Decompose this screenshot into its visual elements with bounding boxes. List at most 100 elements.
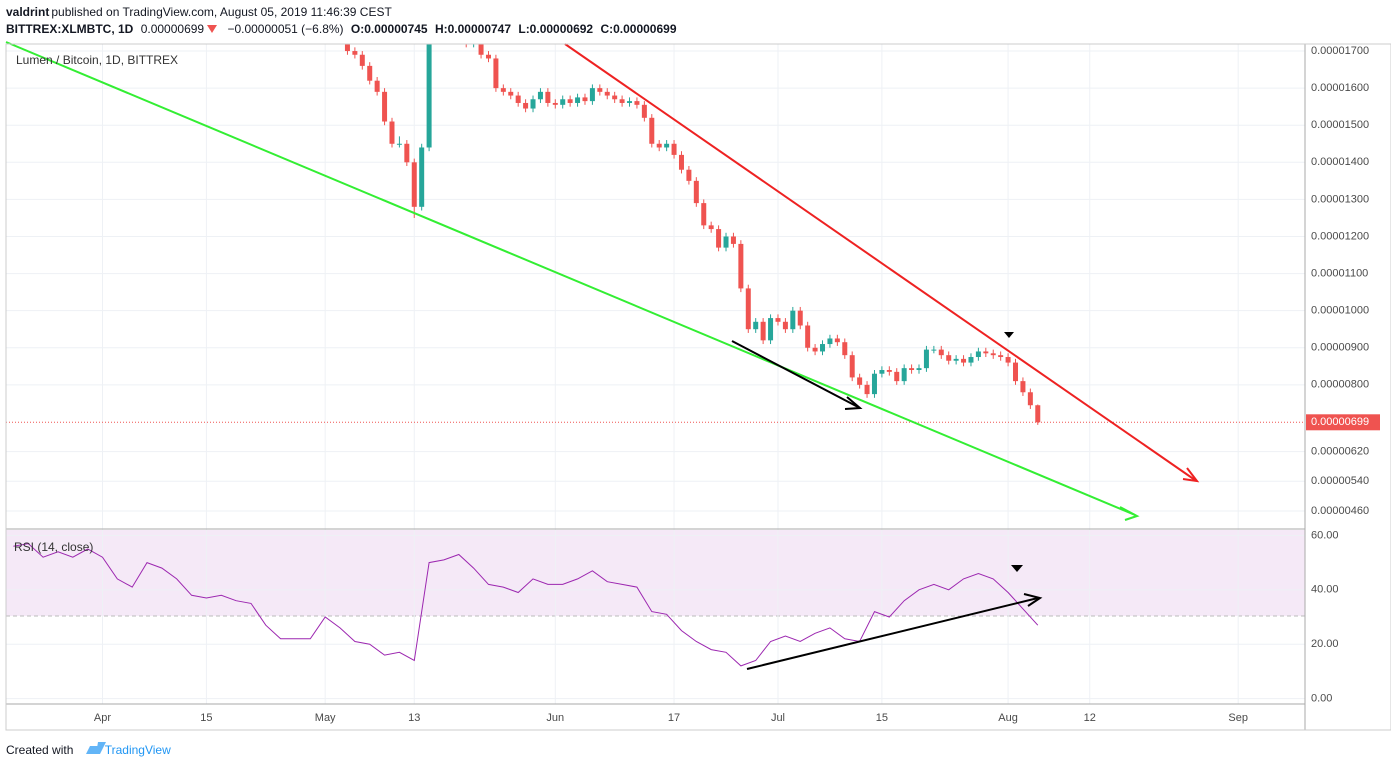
candle-body <box>842 342 848 356</box>
candle-body <box>708 225 714 230</box>
candle-body <box>523 102 529 109</box>
candle-body <box>411 162 417 207</box>
x-tick-label: 15 <box>876 712 888 724</box>
candle-body <box>575 97 581 103</box>
y-tick-label: 0.00 <box>1311 692 1332 704</box>
candle-body <box>560 99 566 105</box>
y-tick-label: 0.00000900 <box>1311 342 1369 354</box>
x-tick-label: Jul <box>771 712 785 724</box>
candle-body <box>790 310 796 330</box>
candle-body <box>968 357 974 363</box>
y-tick-label: 20.00 <box>1311 638 1339 650</box>
candle-body <box>1013 362 1019 382</box>
user: valdrint <box>6 5 50 19</box>
candle-body <box>879 370 885 374</box>
y-tick-label: 0.00001000 <box>1311 305 1369 317</box>
candle-body <box>745 288 751 330</box>
candle-body <box>478 44 484 55</box>
y-tick-label: 0.00001300 <box>1311 193 1369 205</box>
marks <box>6 36 1305 667</box>
chart-frame <box>5 43 1391 731</box>
candle-body <box>604 91 610 96</box>
plot-bg <box>6 44 1305 704</box>
candle-body <box>471 40 476 44</box>
candle-body <box>797 310 803 326</box>
candle-body <box>738 243 744 289</box>
candle-body <box>1020 381 1026 393</box>
rsi-divergence-arrow <box>746 597 1039 670</box>
candle-body <box>931 349 937 351</box>
y-tick-label: 0.00001400 <box>1311 156 1369 168</box>
candle-body <box>671 143 677 155</box>
x-tick-label: Jun <box>546 712 564 724</box>
candle-body <box>827 338 833 345</box>
candle-body <box>382 91 388 122</box>
candle-body <box>857 377 863 385</box>
last-price-tag <box>1306 414 1380 431</box>
candle-body <box>537 91 543 100</box>
candle-body <box>946 355 952 361</box>
candle-body <box>374 80 380 92</box>
candle-body <box>701 203 707 226</box>
candle-body <box>678 154 684 170</box>
candle-body <box>641 104 647 118</box>
change: −0.00000051 (−6.8%) <box>227 22 344 36</box>
high: H:0.00000747 <box>434 22 512 36</box>
candle-body <box>768 318 774 341</box>
x-tick-label: 12 <box>1084 712 1096 724</box>
candle-body <box>983 351 989 354</box>
candle-body <box>901 368 907 382</box>
candle-body <box>886 370 892 372</box>
brand-logo <box>86 742 106 754</box>
candle-body <box>619 99 625 103</box>
green-trendline <box>5 41 1136 516</box>
candle-body <box>656 143 662 148</box>
candle-body <box>344 44 350 52</box>
arrowhead <box>1023 593 1043 607</box>
candle-body <box>500 88 506 92</box>
rsi-title: RSI (14, close) <box>14 540 93 554</box>
brand[interactable]: TradingView <box>104 743 171 757</box>
x-tick-label: Apr <box>94 712 111 724</box>
candle-body <box>723 236 729 248</box>
candle-body <box>552 102 558 105</box>
y-tick-label: 0.00001700 <box>1311 45 1369 57</box>
last-price: 0.00000699 <box>140 22 205 36</box>
candle-body <box>716 229 722 248</box>
y-tick-label: 0.00000620 <box>1311 446 1369 458</box>
candle-body <box>664 143 670 148</box>
candle-body <box>515 95 521 103</box>
red-arrowhead <box>1182 467 1200 483</box>
candle-body <box>485 54 491 59</box>
x-tick-label: May <box>315 712 336 724</box>
open: O:0.00000745 <box>350 22 428 36</box>
series-group <box>344 36 1041 425</box>
last-price-label: 0.00000699 <box>1311 416 1369 428</box>
low: L:0.00000692 <box>518 22 594 36</box>
y-tick-label: 0.00000800 <box>1311 379 1369 391</box>
candle-body <box>990 353 996 356</box>
candle-body <box>612 95 618 100</box>
candle-body <box>864 384 870 395</box>
candle-body <box>753 321 759 330</box>
red-trendline <box>564 43 1196 481</box>
candle-body <box>849 355 855 378</box>
candle-body <box>953 358 959 361</box>
candle-body <box>1035 405 1041 423</box>
y-tick-label: 0.00001500 <box>1311 119 1369 131</box>
candle-body <box>634 101 640 105</box>
x-tick-label: 13 <box>408 712 420 724</box>
publish-line: valdrint published on TradingView.com, Au… <box>6 5 396 19</box>
candle-body <box>589 88 595 102</box>
x-tick-label: 15 <box>200 712 212 724</box>
candle-body <box>464 36 469 43</box>
candle-body <box>367 65 373 81</box>
x-tick-label: 17 <box>668 712 680 724</box>
symbol: BITTREX:XLMBTC, 1D <box>6 22 134 36</box>
candle-body <box>782 321 788 330</box>
candle-body <box>419 147 425 207</box>
y-tick-label: 0.00001200 <box>1311 230 1369 242</box>
ticker-line: BITTREX:XLMBTC, 1D 0.00000699 −0.0000005… <box>6 22 681 36</box>
y-tick-label: 40.00 <box>1311 584 1339 596</box>
